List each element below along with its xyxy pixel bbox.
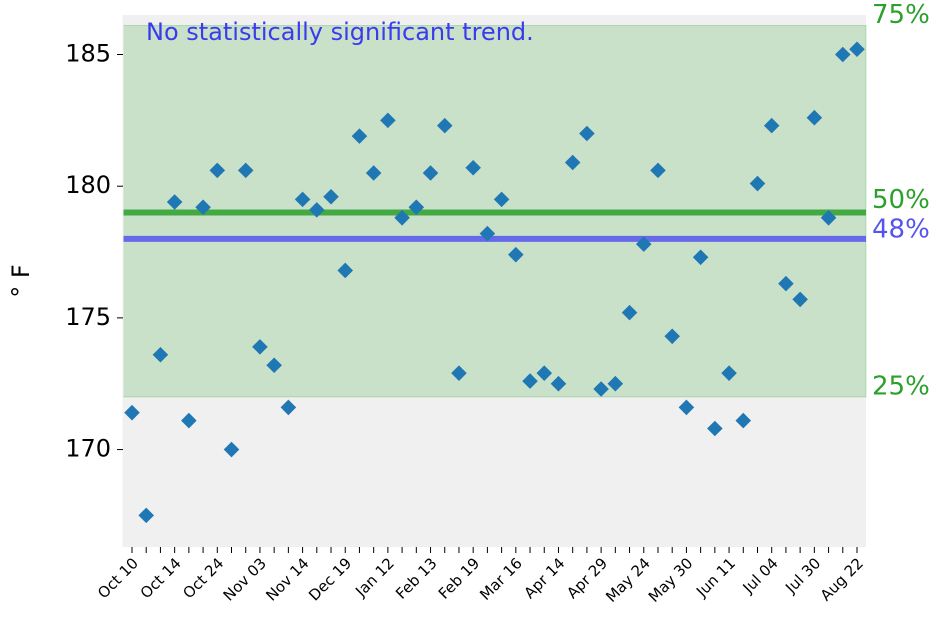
data-point <box>223 441 240 458</box>
data-point <box>166 194 183 210</box>
data-point <box>237 162 254 179</box>
reference-label: 48% <box>872 214 930 244</box>
x-tick-label: Jun 11 <box>692 554 739 601</box>
x-tick-label: Oct 24 <box>179 554 227 602</box>
data-point <box>422 165 439 181</box>
data-point <box>508 246 524 263</box>
data-point <box>209 162 226 179</box>
x-tick-label: Jul 04 <box>739 554 782 597</box>
x-tick-label: Jan 12 <box>351 554 398 601</box>
x-tick-label: Oct 14 <box>137 554 185 602</box>
x-tick-label: Feb 13 <box>392 554 440 602</box>
data-point <box>493 191 510 208</box>
data-point <box>820 210 837 226</box>
band-label: 75% <box>872 0 930 30</box>
data-point <box>351 128 368 144</box>
y-tick-label: 185 <box>65 40 111 68</box>
x-tick-label: Nov 14 <box>262 554 312 604</box>
x-tick-label: Oct 10 <box>94 554 142 602</box>
data-point <box>408 199 425 216</box>
chart-title: No statistically significant trend. <box>146 18 534 46</box>
data-point <box>195 199 211 216</box>
x-tick-label: Mar 16 <box>476 554 526 604</box>
plot-background <box>123 15 866 547</box>
y-axis-label: ° F <box>7 264 35 297</box>
x-tick-label: Aug 22 <box>817 554 867 604</box>
data-point <box>181 412 197 429</box>
x-tick-label: May 30 <box>645 554 697 606</box>
data-point <box>579 125 595 142</box>
data-point <box>323 188 339 205</box>
data-point <box>152 346 169 363</box>
x-tick-label: Dec 19 <box>305 554 355 604</box>
data-point <box>465 159 481 176</box>
data-point <box>138 507 154 524</box>
y-tick-label: 170 <box>65 435 111 463</box>
x-tick-label: Apr 14 <box>521 554 569 602</box>
data-point <box>479 225 496 242</box>
x-tick-label: May 24 <box>602 554 654 606</box>
data-point <box>749 175 766 192</box>
data-point <box>309 202 325 218</box>
x-tick-label: Feb 19 <box>435 554 483 602</box>
reference-label: 50% <box>872 185 930 215</box>
data-point <box>394 210 410 226</box>
data-point <box>294 191 311 208</box>
band-label: 25% <box>872 371 930 401</box>
y-tick-label: 175 <box>65 303 111 331</box>
data-point <box>564 154 581 171</box>
x-tick-label: Nov 03 <box>220 554 270 604</box>
data-point <box>365 165 382 181</box>
y-tick-label: 180 <box>65 171 111 199</box>
data-point <box>650 162 666 179</box>
data-point <box>635 236 652 252</box>
